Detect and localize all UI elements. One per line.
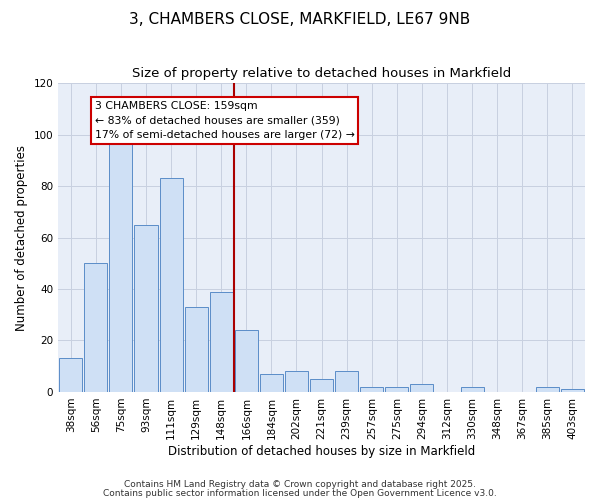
- Bar: [335, 372, 358, 392]
- X-axis label: Distribution of detached houses by size in Markfield: Distribution of detached houses by size …: [168, 444, 475, 458]
- Text: Contains HM Land Registry data © Crown copyright and database right 2025.: Contains HM Land Registry data © Crown c…: [124, 480, 476, 489]
- Bar: [385, 387, 409, 392]
- Bar: [84, 263, 107, 392]
- Text: 3, CHAMBERS CLOSE, MARKFIELD, LE67 9NB: 3, CHAMBERS CLOSE, MARKFIELD, LE67 9NB: [130, 12, 470, 28]
- Bar: [285, 372, 308, 392]
- Bar: [410, 384, 433, 392]
- Bar: [360, 387, 383, 392]
- Bar: [260, 374, 283, 392]
- Bar: [461, 387, 484, 392]
- Bar: [235, 330, 258, 392]
- Text: Contains public sector information licensed under the Open Government Licence v3: Contains public sector information licen…: [103, 488, 497, 498]
- Bar: [59, 358, 82, 392]
- Text: 3 CHAMBERS CLOSE: 159sqm
← 83% of detached houses are smaller (359)
17% of semi-: 3 CHAMBERS CLOSE: 159sqm ← 83% of detach…: [95, 101, 355, 140]
- Bar: [209, 292, 233, 392]
- Title: Size of property relative to detached houses in Markfield: Size of property relative to detached ho…: [132, 68, 511, 80]
- Y-axis label: Number of detached properties: Number of detached properties: [15, 144, 28, 330]
- Bar: [109, 140, 133, 392]
- Bar: [160, 178, 182, 392]
- Bar: [561, 390, 584, 392]
- Bar: [536, 387, 559, 392]
- Bar: [185, 307, 208, 392]
- Bar: [134, 224, 158, 392]
- Bar: [310, 379, 333, 392]
